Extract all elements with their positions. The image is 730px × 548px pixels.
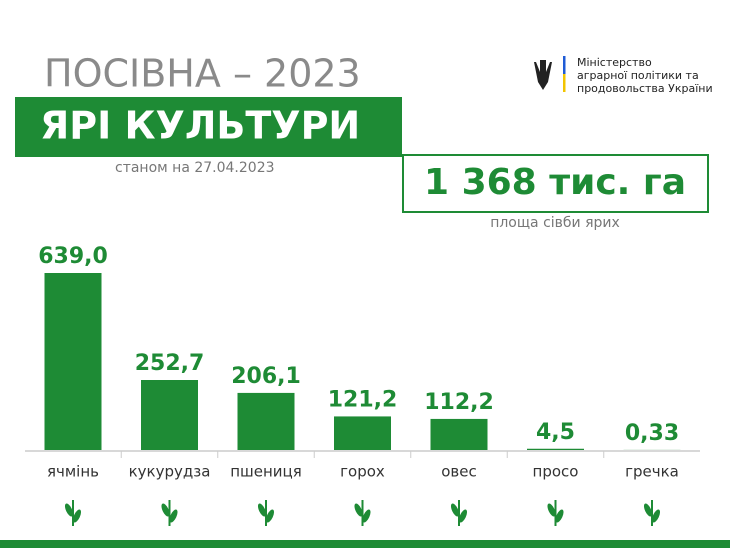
date: станом на 27.04.2023 (115, 160, 275, 176)
crop-icon (257, 500, 275, 526)
total-caption: площа сівби ярих (490, 215, 620, 231)
category-label: овес (441, 463, 477, 481)
total-box (402, 154, 709, 213)
ministry-line: продовольства України (577, 82, 713, 95)
value-label: 206,1 (231, 364, 301, 389)
value-label: 639,0 (38, 244, 108, 269)
bar (527, 448, 584, 450)
category-label: просо (533, 463, 579, 481)
crop-icon (354, 500, 371, 526)
crop-icon (547, 500, 564, 526)
crop-icon (450, 500, 468, 526)
bar (44, 273, 102, 450)
subtitle: ЯРІ КУЛЬТУРИ (40, 104, 360, 148)
ministry-logo (534, 56, 566, 92)
category-label: гречка (625, 463, 679, 481)
category-label: ячмінь (47, 463, 99, 481)
ministry-line: Міністерство (577, 56, 652, 69)
value-label: 252,7 (135, 351, 205, 376)
value-label: 0,33 (625, 421, 679, 446)
category-label: горох (340, 463, 385, 481)
bar (430, 418, 488, 450)
bar (237, 392, 295, 450)
total: 1 368 тис. га (424, 162, 686, 203)
crop-icon (64, 500, 82, 526)
bar (334, 416, 391, 450)
value-label: 121,2 (328, 387, 398, 412)
footer-bar (0, 540, 730, 548)
category-label: кукурудза (129, 463, 211, 481)
ministry-line: аграрної політики та (577, 69, 699, 82)
title: ПОСІВНА – 2023 (44, 52, 361, 96)
value-label: 4,5 (536, 420, 575, 445)
value-label: 112,2 (424, 390, 494, 415)
crop-icon (643, 500, 661, 526)
bar (141, 380, 198, 450)
crop-icon (161, 500, 178, 526)
subtitle-banner (15, 97, 402, 157)
category-label: пшениця (230, 463, 302, 481)
